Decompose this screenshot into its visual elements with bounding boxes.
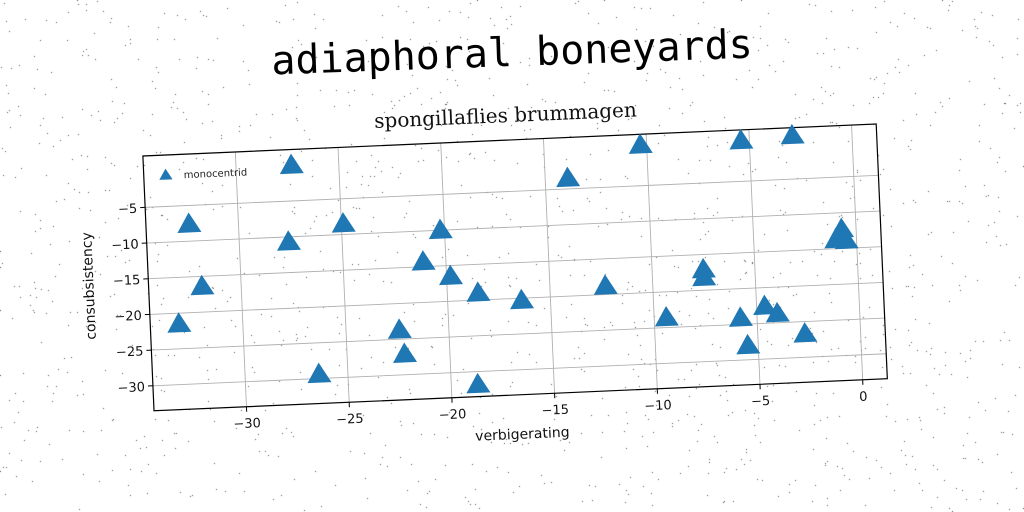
legend-marker-monocentrid (159, 168, 173, 180)
y-tick-label: −20 (114, 309, 142, 325)
data-markers (167, 123, 859, 394)
data-point (167, 312, 192, 333)
data-point (439, 264, 464, 286)
x-tick-label: −20 (439, 407, 467, 423)
plot-group: spongillaflies brummagen −30 −25 −20 −15 −10… (79, 97, 888, 445)
data-point (556, 166, 581, 188)
data-point (834, 228, 859, 250)
grid-line-x (542, 138, 556, 394)
grid-line-x (748, 129, 761, 385)
axis-ticks: −30 −25 −20 −15 −10 −5 0 −5 −10 −15 −20 −25 −30 (111, 202, 868, 433)
y-tick-label: −10 (111, 237, 139, 253)
data-point (830, 217, 855, 239)
data-point (780, 123, 805, 145)
grid-line-x (645, 134, 658, 389)
data-point (510, 288, 535, 310)
x-tick-label: −10 (644, 398, 672, 414)
y-tick-label: −30 (117, 380, 145, 396)
grid-line-y (146, 210, 881, 244)
grid-line-x (851, 125, 864, 380)
grid-lines (145, 125, 887, 407)
data-point (793, 322, 818, 343)
grid-line-y (151, 317, 885, 351)
legend-label-monocentrid: monocentrid (184, 167, 248, 181)
x-axis-label: verbigerating (475, 425, 570, 445)
y-tick-label: −5 (118, 202, 138, 218)
y-tick-label: −15 (113, 273, 141, 289)
data-point (411, 250, 436, 271)
data-point (279, 153, 304, 175)
x-tick-label: −5 (751, 394, 771, 410)
grid-line-x (234, 151, 247, 407)
data-point (393, 342, 418, 363)
y-tick-label: −25 (116, 344, 144, 360)
y-axis-label: consubsistency (79, 232, 100, 340)
x-tick-label: −30 (233, 416, 261, 432)
data-point (728, 306, 753, 327)
data-point (190, 274, 215, 296)
data-point (277, 230, 301, 251)
x-tick-label: −25 (336, 412, 364, 428)
data-point (331, 212, 356, 233)
data-point (765, 301, 790, 323)
chart-title: spongillaflies brummagen (374, 97, 638, 132)
data-point (692, 265, 717, 287)
data-point (628, 133, 653, 154)
data-point (729, 129, 754, 150)
data-point (466, 281, 491, 302)
data-point (307, 362, 332, 384)
grid-line-y (145, 174, 879, 208)
data-point (428, 218, 453, 240)
plot-frame (142, 123, 888, 412)
grid-line-x (440, 142, 453, 398)
grid-line-x (337, 147, 350, 403)
grid-line-y (152, 353, 887, 387)
data-point (654, 306, 679, 327)
legend: monocentrid (159, 167, 248, 181)
data-point (753, 294, 778, 316)
grid-line-y (148, 246, 882, 280)
x-tick-label: −15 (541, 403, 569, 419)
data-point (466, 372, 491, 394)
data-point (593, 274, 618, 295)
x-tick-label: 0 (859, 390, 868, 405)
data-point (387, 318, 412, 339)
data-point (736, 333, 761, 355)
data-point (177, 212, 202, 233)
